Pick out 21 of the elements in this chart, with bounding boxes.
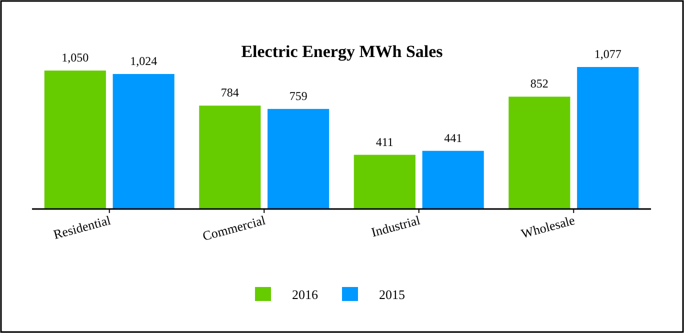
x-tick-label: Wholesale xyxy=(520,212,577,242)
chart-title: Electric Energy MWh Sales xyxy=(241,42,444,61)
bar xyxy=(422,150,484,209)
bar xyxy=(112,74,174,209)
x-tick-label: Industrial xyxy=(370,212,422,240)
legend-label: 2015 xyxy=(379,287,405,302)
bar xyxy=(199,106,261,209)
data-label: 784 xyxy=(220,86,239,100)
data-label: 1,050 xyxy=(62,50,89,65)
bar xyxy=(354,154,416,209)
data-label: 1,024 xyxy=(130,54,158,68)
bar xyxy=(268,108,330,209)
data-label: 411 xyxy=(376,134,394,149)
data-label: 1,077 xyxy=(594,47,622,61)
data-label: 852 xyxy=(530,76,548,91)
bar xyxy=(44,70,106,209)
legend-label: 2016 xyxy=(292,287,318,302)
data-label: 759 xyxy=(289,88,308,103)
data-label: 441 xyxy=(444,130,462,145)
bar xyxy=(577,67,639,209)
bar xyxy=(508,96,570,209)
